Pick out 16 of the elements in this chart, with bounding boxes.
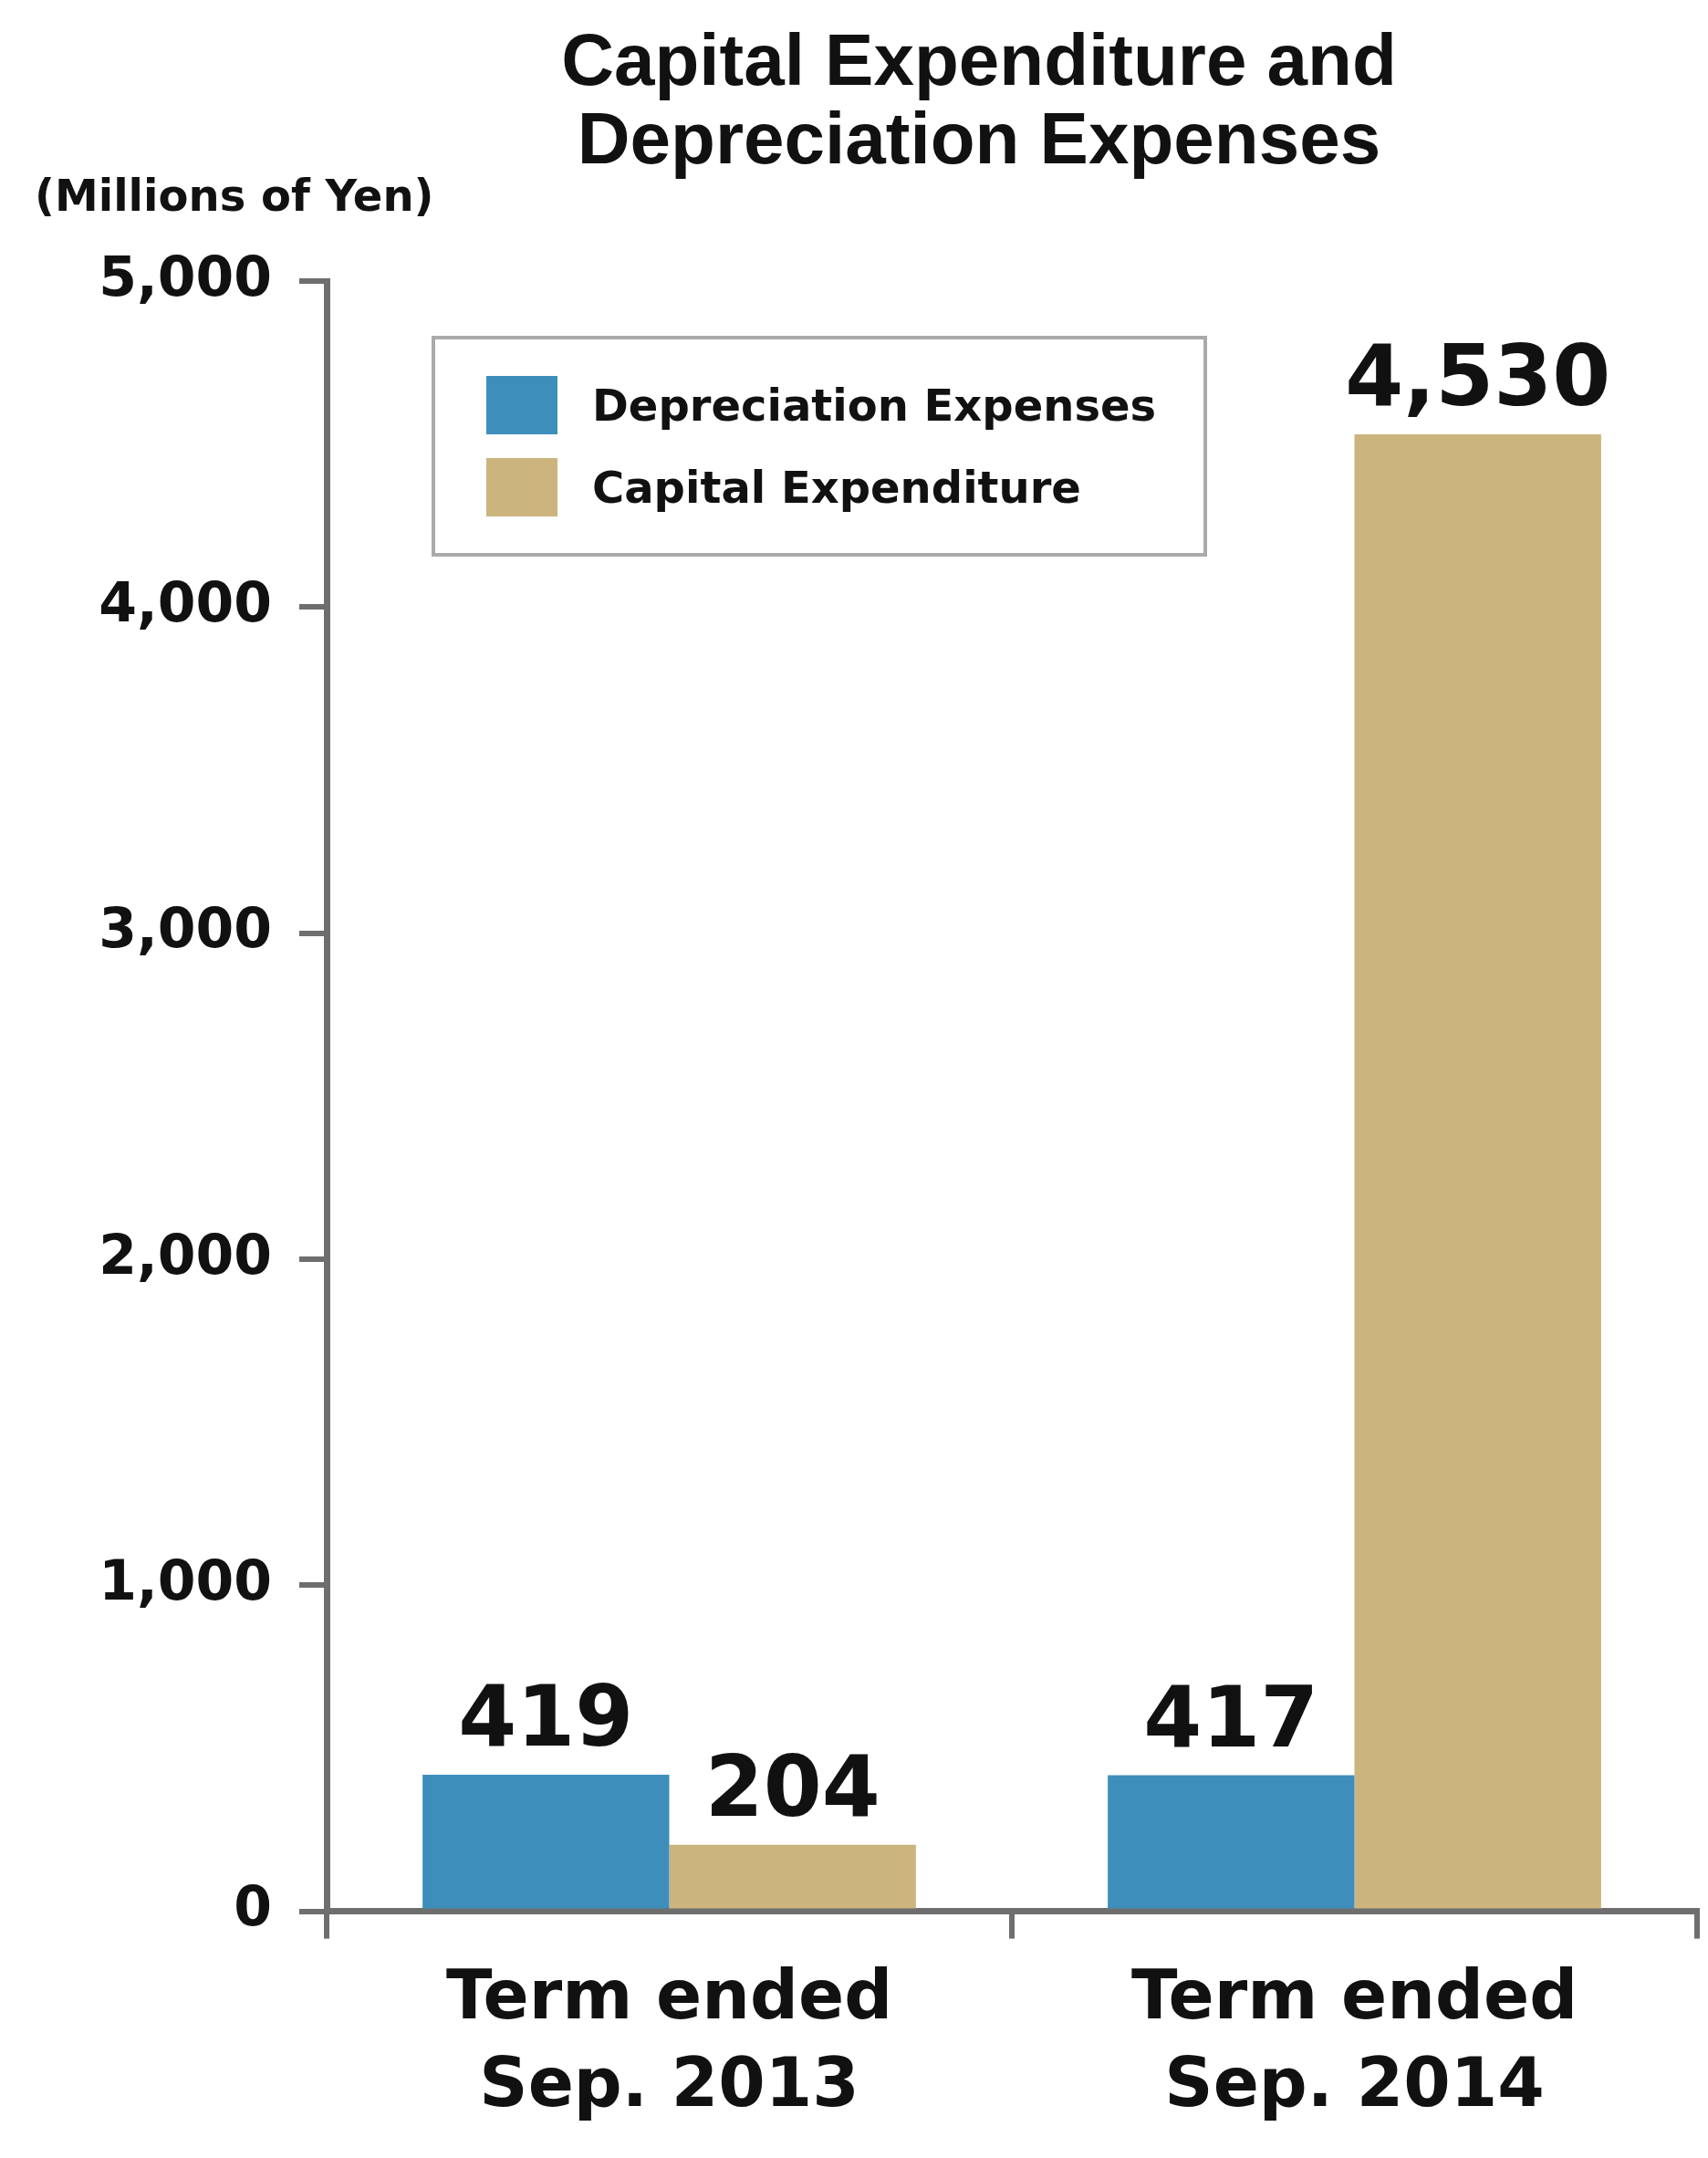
x-tick-label: Term ended Sep. 2014 [1130, 1955, 1578, 2122]
y-tick-label: 1,000 [99, 1548, 272, 1612]
data-label: 417 [1143, 1668, 1319, 1767]
y-tick-label: 3,000 [99, 896, 272, 961]
y-tick-label: 0 [234, 1874, 272, 1939]
chart-title: Capital Expenditure and Depreciation Expenses [561, 19, 1397, 180]
y-tick-label: 4,000 [99, 569, 272, 634]
y-tick-label: 2,000 [99, 1222, 272, 1287]
data-label: 419 [458, 1667, 634, 1766]
data-label: 204 [704, 1737, 880, 1836]
x-tick-label: Term ended Sep. 2013 [445, 1955, 893, 2122]
y-tick-label: 5,000 [99, 244, 272, 308]
legend-label: Capital Expenditure [592, 462, 1081, 513]
y-axis-title: (Millions of Yen) [35, 170, 434, 221]
data-label: 4,530 [1345, 327, 1611, 425]
legend-label: Depreciation Expenses [592, 380, 1157, 431]
